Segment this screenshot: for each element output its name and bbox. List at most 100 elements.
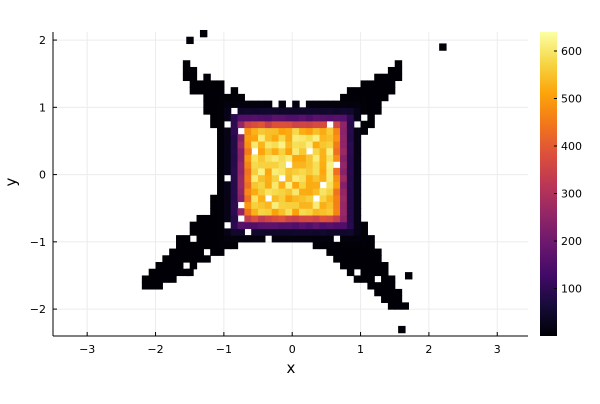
heatmap-cell <box>312 208 321 216</box>
colorbar-tick-label: 400 <box>561 140 582 153</box>
heatmap-cell <box>381 80 389 88</box>
heatmap-cell <box>141 275 150 283</box>
heatmap-cell <box>258 181 266 189</box>
heatmap-cell <box>217 188 225 196</box>
heatmap-cell <box>360 107 368 115</box>
heatmap-cell <box>381 268 389 277</box>
heatmap-cell <box>312 188 321 196</box>
heatmap-cell <box>367 120 375 129</box>
x-tick-label: 0 <box>289 343 296 356</box>
heatmap-cell <box>230 120 239 129</box>
heatmap-cell <box>340 228 348 236</box>
heatmap-cell <box>312 181 321 189</box>
heatmap-cell <box>340 154 348 162</box>
heatmap-cell <box>353 221 362 229</box>
heatmap-cell <box>305 114 314 122</box>
heatmap-cell <box>285 120 293 129</box>
heatmap-cell <box>340 134 348 142</box>
heatmap-cell <box>340 208 348 216</box>
heatmap-cell <box>312 221 321 229</box>
heatmap-cell <box>346 93 355 102</box>
heatmap-cell <box>360 80 368 88</box>
heatmap-cell <box>210 201 218 209</box>
heatmap-cell <box>374 255 382 263</box>
x-tick-label: −2 <box>147 343 163 356</box>
heatmap-cell <box>251 100 259 108</box>
heatmap-cell <box>244 167 252 176</box>
heatmap-cell <box>155 275 163 283</box>
heatmap-cell <box>340 174 348 182</box>
heatmap-cell <box>319 167 327 176</box>
heatmap-cell <box>340 248 348 256</box>
heatmap-cell <box>189 241 198 250</box>
heatmap-cell <box>326 201 334 209</box>
heatmap-cell <box>381 295 389 303</box>
heatmap-cell <box>319 188 327 196</box>
heatmap-cell <box>381 275 389 283</box>
heatmap-cell <box>244 147 252 156</box>
heatmap-cell <box>196 87 204 95</box>
heatmap-cell <box>319 208 327 216</box>
heatmap-cell <box>217 114 225 122</box>
heatmap-cell <box>148 282 157 290</box>
heatmap-cell <box>326 154 334 162</box>
heatmap-cell <box>367 235 375 243</box>
heatmap-cell <box>285 167 293 176</box>
heatmap-cell <box>251 127 259 135</box>
heatmap-cell <box>346 167 355 176</box>
heatmap-cell <box>217 181 225 189</box>
heatmap-cell <box>292 174 300 182</box>
heatmap-cell <box>264 127 273 135</box>
heatmap-cell <box>258 127 266 135</box>
heatmap-cell <box>374 268 382 277</box>
heatmap-cell <box>199 29 208 38</box>
heatmap-cell <box>353 87 362 95</box>
heatmap-cell <box>230 221 239 229</box>
heatmap-cell <box>182 73 191 82</box>
heatmap-cell <box>217 127 225 135</box>
heatmap-cell <box>292 181 300 189</box>
heatmap-cell <box>360 93 368 102</box>
heatmap-cell <box>251 228 259 236</box>
heatmap-cell <box>333 134 341 142</box>
heatmap-cell <box>299 154 307 162</box>
heatmap-cell <box>360 241 368 250</box>
heatmap-cell <box>360 235 368 243</box>
heatmap-cell <box>223 201 232 209</box>
heatmap-cell <box>258 221 266 229</box>
heatmap-cell <box>169 268 177 277</box>
heatmap-cell <box>258 167 266 176</box>
heatmap-cell <box>340 107 348 115</box>
heatmap-cell <box>319 214 327 223</box>
heatmap-cell <box>319 194 327 203</box>
heatmap-cell <box>210 87 218 95</box>
heatmap-cell <box>353 248 362 256</box>
heatmap-cell <box>196 248 204 256</box>
heatmap-cell <box>299 114 307 122</box>
heatmap-cell <box>346 262 355 270</box>
heatmap-cell <box>326 174 334 182</box>
heatmap-cell <box>182 241 191 250</box>
heatmap-cell <box>305 174 314 182</box>
heatmap-cell <box>210 80 218 88</box>
heatmap-cell <box>285 181 293 189</box>
heatmap-cell <box>319 228 327 236</box>
heatmap-cell <box>264 208 273 216</box>
heatmap-cell <box>346 188 355 196</box>
heatmap-cell <box>367 87 375 95</box>
heatmap-cell <box>326 208 334 216</box>
heatmap-cell <box>319 235 327 243</box>
heatmap-cell <box>271 228 280 236</box>
heatmap-cell <box>353 140 362 149</box>
heatmap-cell <box>299 208 307 216</box>
heatmap-cell <box>292 228 300 236</box>
heatmap-cell <box>258 120 266 129</box>
heatmap-cell <box>203 107 211 115</box>
heatmap-cell <box>217 174 225 182</box>
heatmap-cell <box>237 235 245 243</box>
heatmap-cell <box>353 134 362 142</box>
heatmap-cell <box>223 241 232 250</box>
heatmap-cell <box>251 114 259 122</box>
heatmap-cell <box>217 154 225 162</box>
